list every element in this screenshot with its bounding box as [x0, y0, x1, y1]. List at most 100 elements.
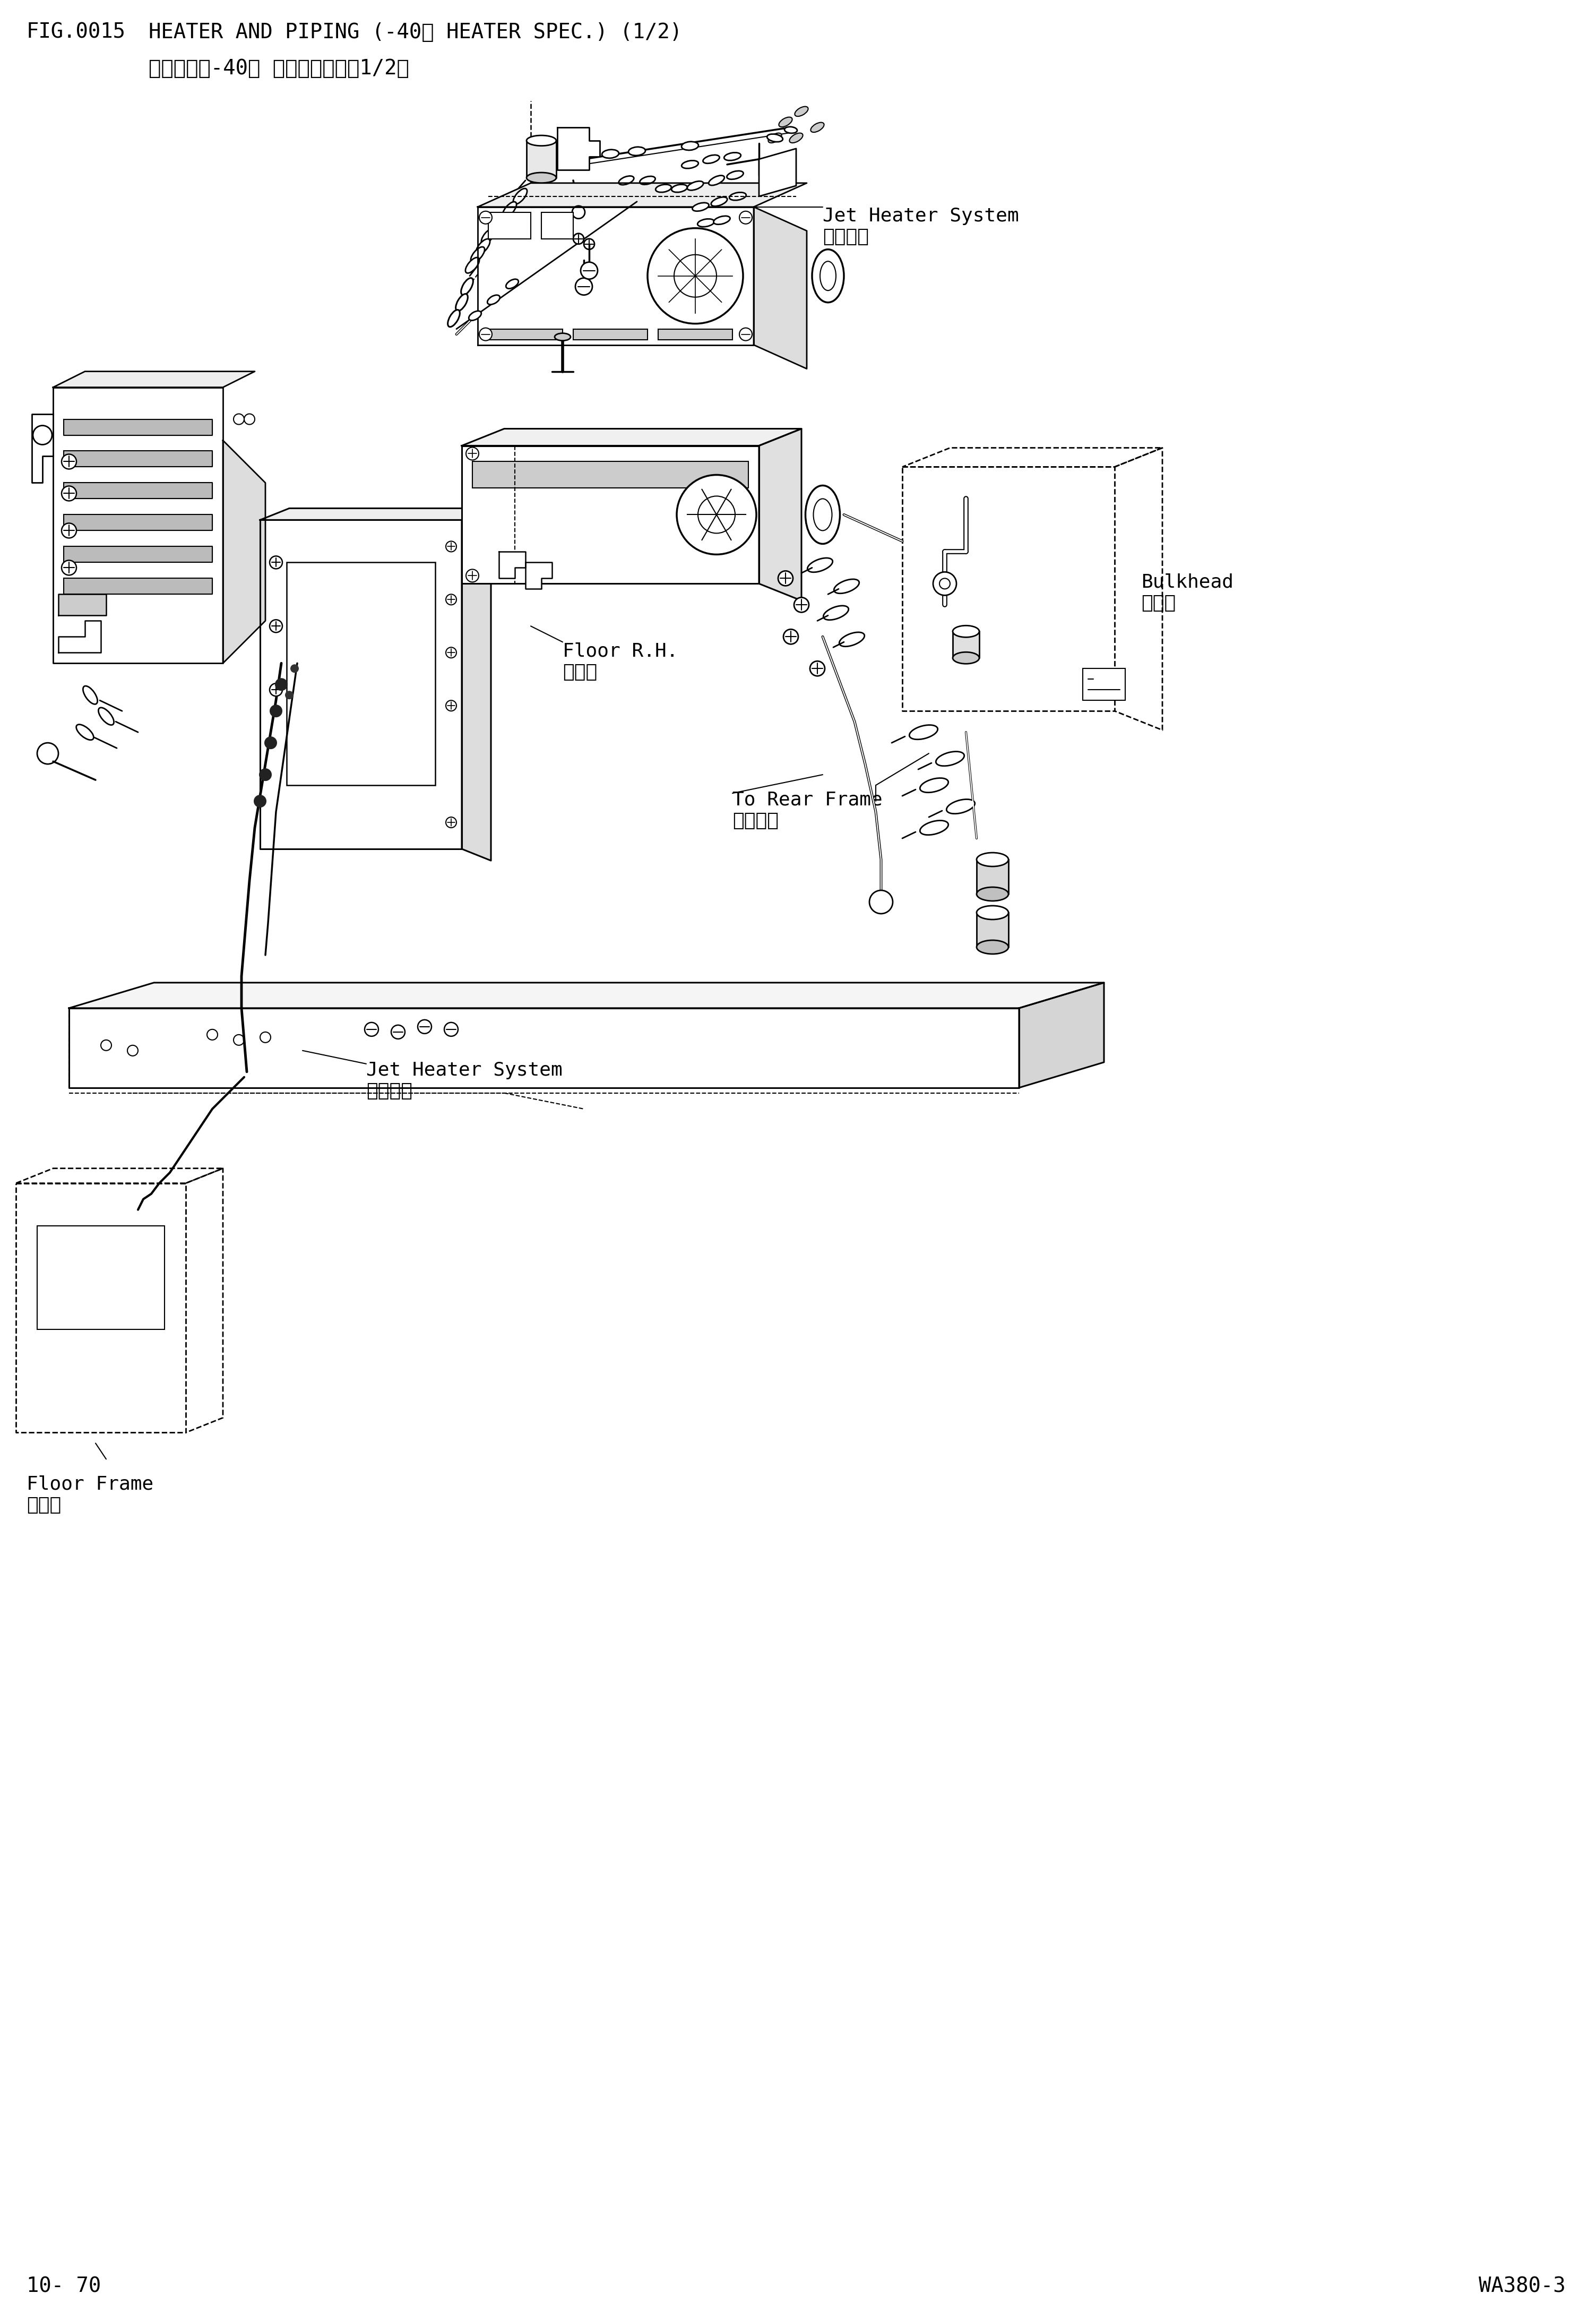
Circle shape	[270, 557, 282, 569]
Ellipse shape	[527, 136, 557, 145]
Circle shape	[445, 700, 456, 711]
Bar	[37, 1225, 164, 1328]
Polygon shape	[461, 428, 801, 447]
Text: To Rear Frame
至后车架: To Rear Frame 至后车架	[733, 790, 883, 829]
Polygon shape	[64, 516, 212, 529]
Ellipse shape	[619, 175, 634, 184]
Ellipse shape	[811, 122, 824, 131]
Polygon shape	[557, 127, 600, 170]
Ellipse shape	[77, 725, 94, 739]
Ellipse shape	[656, 184, 672, 193]
Ellipse shape	[820, 262, 836, 290]
Circle shape	[364, 1022, 378, 1036]
Circle shape	[870, 891, 892, 914]
Circle shape	[62, 523, 77, 539]
Circle shape	[286, 691, 294, 700]
Circle shape	[259, 769, 271, 780]
Ellipse shape	[824, 605, 849, 619]
Ellipse shape	[946, 799, 975, 813]
Ellipse shape	[709, 175, 725, 186]
Ellipse shape	[977, 852, 1009, 866]
Ellipse shape	[919, 820, 948, 836]
Polygon shape	[53, 387, 223, 663]
Circle shape	[391, 1024, 405, 1038]
Ellipse shape	[725, 152, 741, 161]
Circle shape	[418, 1020, 431, 1034]
Circle shape	[739, 327, 752, 341]
Ellipse shape	[835, 580, 859, 594]
Polygon shape	[977, 912, 1009, 946]
Circle shape	[940, 578, 950, 589]
Circle shape	[34, 426, 53, 444]
Circle shape	[584, 239, 594, 249]
Ellipse shape	[712, 198, 728, 207]
Polygon shape	[500, 552, 525, 578]
Polygon shape	[525, 562, 552, 589]
Circle shape	[648, 228, 744, 325]
Text: Jet Heater System
加热系统: Jet Heater System 加热系统	[822, 207, 1018, 246]
Polygon shape	[527, 140, 557, 177]
Ellipse shape	[790, 134, 803, 143]
Ellipse shape	[814, 500, 832, 529]
Ellipse shape	[629, 147, 645, 157]
Bar	[488, 212, 531, 239]
Ellipse shape	[503, 203, 517, 216]
Polygon shape	[977, 859, 1009, 893]
Text: HEATER AND PIPING (-40℃ HEATER SPEC.) (1/2): HEATER AND PIPING (-40℃ HEATER SPEC.) (1…	[148, 23, 681, 41]
Ellipse shape	[461, 279, 472, 295]
Ellipse shape	[729, 193, 747, 200]
Ellipse shape	[812, 249, 844, 302]
Circle shape	[677, 474, 757, 555]
Ellipse shape	[795, 106, 808, 117]
Polygon shape	[477, 207, 753, 345]
Ellipse shape	[768, 134, 782, 143]
Circle shape	[466, 447, 479, 460]
Polygon shape	[260, 520, 461, 849]
Ellipse shape	[448, 311, 460, 327]
Ellipse shape	[953, 651, 980, 663]
Ellipse shape	[977, 886, 1009, 900]
Ellipse shape	[482, 228, 495, 244]
Text: Jet Heater System
加热系统: Jet Heater System 加热系统	[365, 1061, 562, 1100]
Ellipse shape	[702, 154, 720, 163]
Ellipse shape	[806, 486, 839, 543]
Circle shape	[128, 1045, 137, 1057]
Circle shape	[795, 599, 809, 612]
Circle shape	[445, 647, 456, 658]
Circle shape	[444, 1022, 458, 1036]
Polygon shape	[753, 207, 806, 368]
Circle shape	[62, 453, 77, 470]
Circle shape	[934, 571, 956, 596]
Text: Floor R.H.
右地板: Floor R.H. 右地板	[563, 642, 678, 681]
Polygon shape	[64, 419, 212, 435]
Circle shape	[62, 486, 77, 502]
Polygon shape	[461, 447, 760, 585]
Bar	[287, 562, 436, 785]
Circle shape	[265, 737, 278, 748]
Circle shape	[101, 1041, 112, 1050]
Ellipse shape	[808, 557, 833, 573]
Ellipse shape	[726, 170, 744, 180]
Polygon shape	[64, 451, 212, 467]
Circle shape	[739, 212, 752, 223]
Text: Floor Frame
地板架: Floor Frame 地板架	[27, 1476, 153, 1515]
Circle shape	[571, 205, 584, 219]
Ellipse shape	[469, 311, 482, 320]
Ellipse shape	[555, 334, 570, 341]
Polygon shape	[461, 509, 492, 861]
Ellipse shape	[527, 173, 557, 182]
Polygon shape	[760, 150, 796, 196]
Bar	[1082, 668, 1125, 700]
Polygon shape	[1020, 983, 1104, 1089]
Circle shape	[37, 744, 59, 764]
Ellipse shape	[456, 295, 468, 311]
Bar	[658, 329, 733, 341]
Ellipse shape	[672, 184, 688, 193]
Ellipse shape	[602, 150, 619, 159]
Polygon shape	[64, 546, 212, 562]
Ellipse shape	[640, 177, 656, 184]
Circle shape	[270, 619, 282, 633]
Circle shape	[244, 414, 255, 424]
Circle shape	[581, 262, 597, 279]
Circle shape	[479, 212, 492, 223]
